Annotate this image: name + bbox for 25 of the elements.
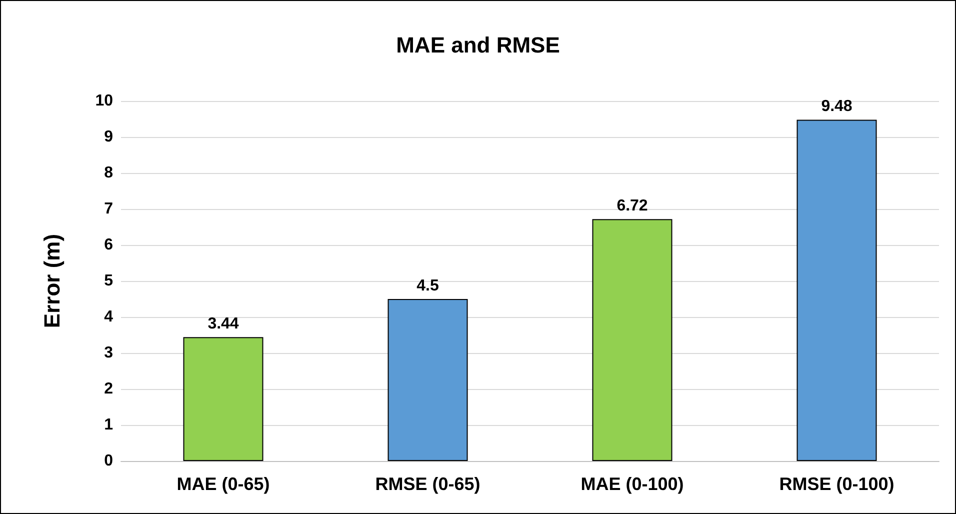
- y-tick-label: 9: [104, 128, 114, 146]
- y-tick-label: 8: [104, 164, 114, 182]
- y-tick-label: 0: [104, 452, 114, 470]
- data-label: 6.72: [616, 198, 648, 215]
- data-label: 4.5: [416, 278, 439, 294]
- y-tick-label: 2: [104, 380, 114, 398]
- y-tick-label: 1: [104, 416, 114, 434]
- x-tick-label: RMSE (0-65): [375, 474, 480, 494]
- bar: [183, 337, 264, 461]
- y-tick-label: 7: [104, 200, 114, 218]
- y-tick-label: 4: [104, 308, 114, 326]
- bar: [796, 120, 877, 461]
- y-axis-title: Error (m): [40, 234, 64, 328]
- x-tick-label: RMSE (0-100): [779, 474, 894, 494]
- y-tick-label: 3: [104, 344, 114, 362]
- bar: [388, 299, 468, 461]
- y-tick-label: 5: [104, 272, 114, 290]
- y-tick-label: 10: [95, 92, 114, 110]
- y-tick-label: 6: [104, 236, 114, 254]
- data-label: 9.48: [821, 98, 852, 116]
- x-tick-label: MAE (0-65): [176, 474, 270, 494]
- chart-title: MAE and RMSE: [396, 32, 560, 58]
- x-tick-label: MAE (0-100): [580, 474, 684, 494]
- bar: [592, 219, 672, 461]
- data-label: 3.44: [208, 316, 239, 333]
